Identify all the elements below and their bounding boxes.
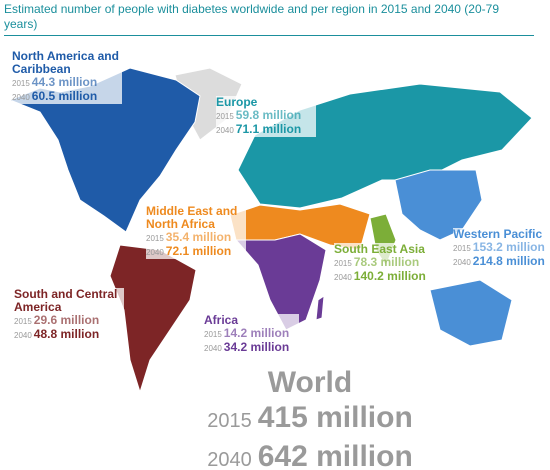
region-shape — [234, 233, 327, 331]
value: 44.3 million — [31, 75, 98, 89]
year: 2040 — [207, 449, 252, 470]
value: 642 million — [257, 440, 413, 470]
year: 2015 — [14, 317, 32, 326]
value: 153.2 million — [472, 240, 545, 254]
region-name: Europe — [216, 95, 258, 109]
year: 2015 — [204, 330, 222, 339]
value: 48.8 million — [33, 327, 100, 341]
year: 2015 — [12, 79, 30, 88]
year: 2015 — [453, 244, 471, 253]
region-name: South and Central America — [14, 287, 118, 314]
year: 2040 — [453, 258, 471, 267]
region-name: North America and Caribbean — [12, 49, 119, 76]
value: 78.3 million — [353, 255, 420, 269]
value: 34.2 million — [223, 340, 290, 354]
value: 35.4 million — [165, 230, 232, 244]
value: 59.8 million — [235, 108, 302, 122]
year: 2015 — [216, 112, 234, 121]
region-name: Africa — [204, 313, 239, 327]
value: 140.2 million — [353, 269, 426, 283]
year: 2040 — [12, 93, 30, 102]
region-row: 2015 153.2 million — [453, 241, 548, 255]
title: Estimated number of people with diabetes… — [4, 2, 534, 36]
region-label: Middle East and North Africa 2015 35.4 mil… — [146, 205, 246, 259]
region-label: South and Central America 2015 29.6 millio… — [14, 288, 124, 342]
region-row: 2040 34.2 million — [204, 341, 299, 355]
region-label: Africa 2015 14.2 million 2040 34.2 million — [204, 314, 299, 355]
region-label: Western Pacific 2015 153.2 million 2040 214.… — [453, 228, 548, 269]
value: 71.1 million — [235, 122, 302, 136]
region-name: South East Asia — [334, 242, 425, 256]
region-row: 2040 48.8 million — [14, 328, 124, 342]
year: 2040 — [204, 344, 222, 353]
region-row: 2015 35.4 million — [146, 231, 246, 245]
value: 60.5 million — [31, 89, 98, 103]
value: 72.1 million — [165, 244, 232, 258]
region-row: 2040 60.5 million — [12, 90, 122, 104]
region-label: Europe 2015 59.8 million 2040 71.1 million — [216, 96, 316, 137]
value: 14.2 million — [223, 326, 290, 340]
region-row: 2040 140.2 million — [334, 270, 434, 284]
region-row: 2015 78.3 million — [334, 256, 434, 270]
year: 2015 — [146, 234, 164, 243]
year: 2015 — [334, 259, 352, 268]
region-row: 2040 72.1 million — [146, 245, 246, 259]
region-row: 2015 29.6 million — [14, 314, 124, 328]
region-row: 2015 59.8 million — [216, 109, 316, 123]
region-row: 2015 44.3 million — [12, 76, 122, 90]
world-total: World 2015 415 million 2040 642 million — [190, 365, 430, 470]
region-row: 2040 214.8 million — [453, 255, 548, 269]
year: 2040 — [146, 248, 164, 257]
region-name: Middle East and North Africa — [146, 204, 238, 231]
region-row: 2040 71.1 million — [216, 123, 316, 137]
year: 2040 — [334, 273, 352, 282]
value: 214.8 million — [472, 254, 545, 268]
value: 29.6 million — [33, 313, 100, 327]
year: 2040 — [216, 126, 234, 135]
year: 2040 — [14, 331, 32, 340]
value: 415 million — [257, 401, 413, 434]
region-row: 2015 14.2 million — [204, 327, 299, 341]
world-row: 2015 415 million — [190, 401, 430, 440]
year: 2015 — [207, 410, 252, 432]
world-name: World — [267, 366, 353, 399]
region-label: North America and Caribbean 2015 44.3 mill… — [12, 50, 122, 104]
region-shape — [429, 279, 513, 347]
region-shape — [315, 295, 325, 321]
region-name: Western Pacific — [453, 227, 543, 241]
world-row: 2040 642 million — [190, 440, 430, 470]
region-label: South East Asia 2015 78.3 million 2040 140.2… — [334, 243, 434, 284]
